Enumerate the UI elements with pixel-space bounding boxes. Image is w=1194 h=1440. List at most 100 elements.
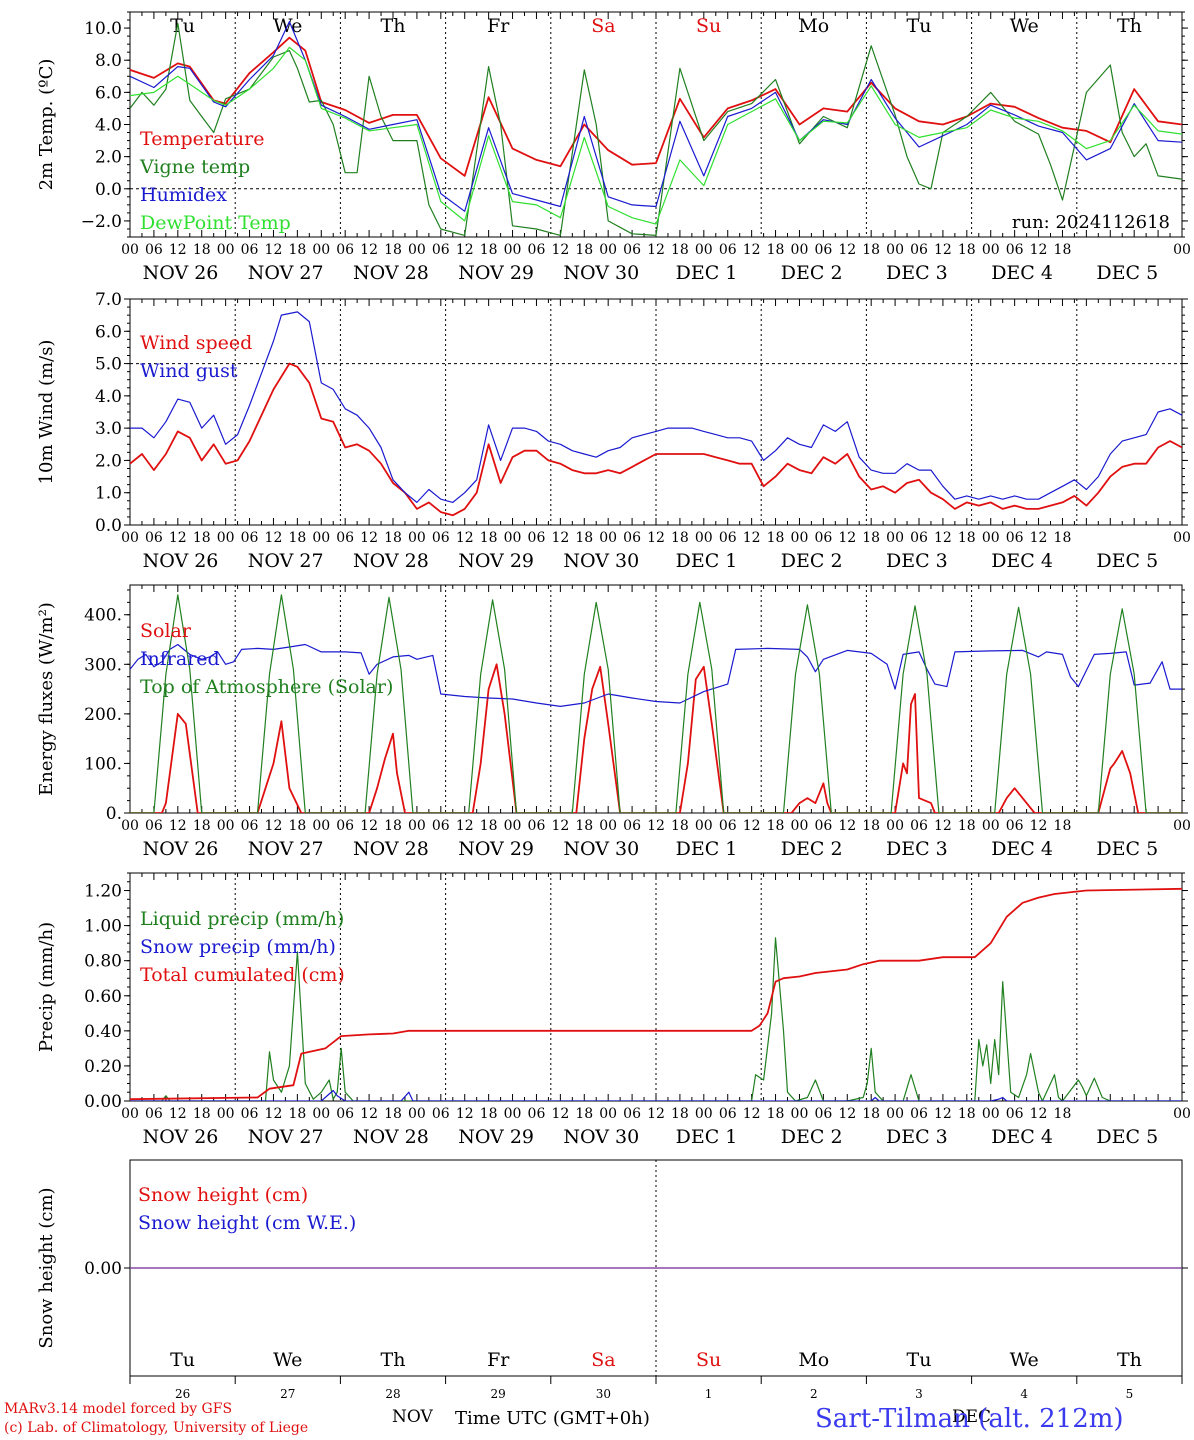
- weekday-label: Th: [381, 15, 406, 37]
- y-tick-label: 0.0: [95, 516, 122, 536]
- hour-tick-label: 00: [599, 530, 617, 546]
- hour-tick-label: 18: [193, 242, 211, 258]
- hour-tick-label: 00: [695, 818, 713, 834]
- hour-tick-label: 12: [456, 242, 474, 258]
- hour-tick-label: 18: [288, 242, 306, 258]
- date-label: DEC 3: [886, 550, 948, 572]
- y-tick-label: 1.0: [95, 484, 122, 504]
- hour-tick-label: 12: [1030, 242, 1048, 258]
- date-label: NOV 29: [458, 550, 534, 572]
- legend-entry: DewPoint Temp: [140, 212, 291, 234]
- weekday-label: Tu: [170, 1349, 195, 1371]
- y-tick-label: 400.: [84, 606, 122, 626]
- date-label: NOV 28: [353, 838, 429, 860]
- hour-tick-label: 06: [528, 530, 546, 546]
- hour-tick-label: 18: [958, 242, 976, 258]
- hour-tick-label: 18: [480, 818, 498, 834]
- y-tick-label: 1.00: [84, 917, 122, 937]
- date-label: NOV 27: [248, 838, 324, 860]
- hour-tick-label: 12: [934, 1106, 952, 1122]
- hour-tick-label: 18: [384, 1106, 402, 1122]
- hour-tick-label: 00: [791, 818, 809, 834]
- hour-tick-label: 12: [360, 818, 378, 834]
- panel-1: −2.0 0.0 2.0 4.0 6.0 8.0 10.0 2m Temp. (ºC) 00 06…: [36, 11, 1191, 284]
- hour-tick-label: 18: [193, 1106, 211, 1122]
- y-axis-label: 10m Wind (m/s): [36, 340, 57, 485]
- hour-tick-label: 12: [647, 1106, 665, 1122]
- date-label: DEC 1: [676, 550, 738, 572]
- hour-tick-label: 00: [408, 530, 426, 546]
- hour-tick-label: 06: [910, 818, 928, 834]
- weekday-label: Th: [1117, 15, 1142, 37]
- hour-tick-label: 06: [145, 242, 163, 258]
- hour-tick-label: 00: [312, 818, 330, 834]
- panel-4: 0.00 0.20 0.40 0.60 0.80 1.00 1.20 Precip (mm/h…: [36, 872, 1191, 1148]
- hour-tick-label: 18: [480, 530, 498, 546]
- legend-entry: Liquid precip (mm/h): [140, 908, 344, 930]
- date-label: NOV 30: [563, 838, 639, 860]
- panel-3: 0. 100. 200. 300. 400. Energy fluxes (W/m²) 00…: [36, 584, 1191, 860]
- hour-tick-label: 18: [193, 818, 211, 834]
- y-axis-label: Snow height (cm): [36, 1187, 57, 1348]
- date-label: NOV 26: [143, 262, 219, 284]
- legend-entry: Total cumulated (cm): [140, 964, 345, 986]
- hour-tick-label: 18: [1054, 530, 1072, 546]
- y-tick-label: 6.0: [95, 322, 122, 342]
- y-tick-label: −2.0: [81, 212, 122, 232]
- series-group: [130, 311, 1182, 517]
- series-line-1: [130, 362, 1182, 517]
- day-number-label: 29: [491, 1387, 506, 1401]
- hour-tick-label: 18: [958, 818, 976, 834]
- hour-tick-label: 12: [743, 530, 761, 546]
- run-label: run: 2024112618: [1012, 212, 1170, 233]
- hour-tick-label: 12: [1030, 1106, 1048, 1122]
- hour-tick-label: 18: [384, 818, 402, 834]
- hour-tick-label: 06: [145, 818, 163, 834]
- y-tick-label: 0.80: [84, 952, 122, 972]
- legend-entry: Wind gust: [140, 360, 238, 382]
- weekday-label: We: [273, 1349, 302, 1371]
- hour-tick-label: 12: [360, 242, 378, 258]
- panel-2: 0.0 1.0 2.0 3.0 4.0 5.0 6.0 7.0 10m Wind (m/s) 00…: [36, 290, 1191, 572]
- legend-entry: Snow height (cm): [138, 1184, 308, 1206]
- date-label: DEC 3: [886, 262, 948, 284]
- series-line-2: [130, 1089, 1182, 1101]
- hour-tick-label: 00: [695, 530, 713, 546]
- date-label: NOV 30: [563, 262, 639, 284]
- y-tick-label: 0.0: [95, 180, 122, 200]
- hour-tick-label: 18: [958, 530, 976, 546]
- hour-tick-label: 18: [767, 1106, 785, 1122]
- date-label: NOV 26: [143, 1126, 219, 1148]
- hour-tick-label: 18: [862, 530, 880, 546]
- hour-tick-label: 12: [169, 530, 187, 546]
- hour-tick-label: 06: [528, 1106, 546, 1122]
- y-tick-label: 4.0: [95, 116, 122, 136]
- y-tick-label: 0.60: [84, 987, 122, 1007]
- hour-tick-label: 12: [743, 242, 761, 258]
- model-credit: MARv3.14 model forced by GFS: [4, 1401, 232, 1417]
- hour-tick-label: 12: [647, 818, 665, 834]
- hour-tick-label: 06: [336, 818, 354, 834]
- series-line-3: [130, 21, 1182, 212]
- hour-tick-label: 06: [432, 1106, 450, 1122]
- y-tick-label: 5.0: [95, 355, 122, 375]
- hour-tick-label: 06: [145, 1106, 163, 1122]
- hour-tick-label: 06: [528, 818, 546, 834]
- hour-tick-label: 00: [791, 1106, 809, 1122]
- hour-tick-label: 12: [265, 1106, 283, 1122]
- date-label: DEC 2: [781, 1126, 843, 1148]
- weekday-label: Th: [381, 1349, 406, 1371]
- hour-tick-label: 00: [121, 530, 139, 546]
- x-axis-label: Time UTC (GMT+0h): [455, 1408, 650, 1429]
- y-tick-label: 10.0: [84, 19, 122, 39]
- legend-entry: Snow height (cm W.E.): [138, 1212, 356, 1234]
- hour-tick-label: 00: [886, 818, 904, 834]
- legend-entry: Top of Atmosphere (Solar): [140, 676, 393, 698]
- weekday-label: Su: [696, 1349, 721, 1371]
- weekday-label: Tu: [907, 15, 932, 37]
- y-tick-label: 300.: [84, 655, 122, 675]
- hour-tick-label: 12: [838, 242, 856, 258]
- hour-tick-label: 06: [1006, 530, 1024, 546]
- y-axis-label: 2m Temp. (ºC): [36, 59, 57, 191]
